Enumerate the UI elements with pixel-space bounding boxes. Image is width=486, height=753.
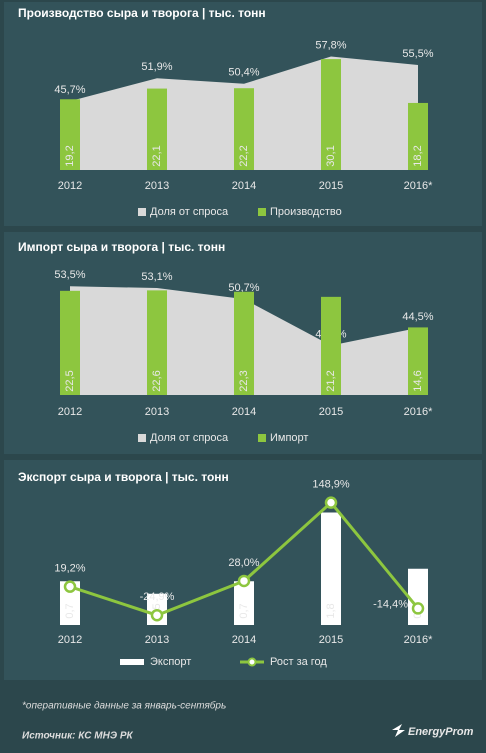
x-tick-label: 2016*	[404, 180, 433, 192]
legend-swatch	[138, 434, 146, 442]
share-label: 50,4%	[228, 67, 259, 79]
x-tick-label: 2012	[58, 634, 82, 646]
growth-point	[63, 580, 77, 593]
bar-label: 22,3	[238, 370, 250, 391]
x-tick-label: 2013	[145, 406, 169, 418]
x-tick-label: 2016*	[404, 634, 433, 646]
chart-title: Экспорт сыра и творога | тыс. тонн	[18, 470, 229, 484]
share-label: 50,7%	[228, 282, 259, 294]
bar	[321, 296, 341, 395]
bar-label: 30,1	[325, 145, 337, 166]
share-label: 55,5%	[402, 48, 433, 60]
bar-label: 0,7	[64, 603, 76, 618]
x-tick-label: 2015	[319, 406, 343, 418]
growth-point	[237, 574, 251, 588]
bar-label: 22,2	[238, 145, 250, 166]
bar	[234, 88, 254, 170]
bar-label: 1,8	[325, 603, 337, 618]
x-tick-label: 2014	[232, 634, 256, 646]
growth-point	[411, 602, 425, 615]
bar-label: 22,6	[151, 370, 163, 391]
x-tick-label: 2015	[319, 180, 343, 192]
legend-label: Доля от спроса	[150, 432, 229, 444]
bar	[147, 88, 167, 170]
bar-label: 18,2	[412, 145, 424, 166]
legend-label: Доля от спроса	[150, 206, 229, 218]
growth-point	[324, 496, 338, 509]
logo-icon	[392, 724, 405, 737]
bar	[234, 291, 254, 395]
x-tick-label: 2016*	[404, 406, 433, 418]
bar	[321, 59, 341, 170]
bar-label: 19,2	[64, 145, 76, 166]
bar-label: 22,1	[151, 145, 163, 166]
chart-title: Импорт сыра и творога | тыс. тонн	[18, 240, 225, 254]
bar	[60, 581, 80, 625]
bar	[60, 290, 80, 395]
bar	[408, 102, 428, 170]
x-tick-label: 2014	[232, 406, 256, 418]
share-label: 44,5%	[402, 311, 433, 323]
x-tick-label: 2015	[319, 634, 343, 646]
growth-label: 19,2%	[54, 563, 85, 575]
legend-label: Экспорт	[150, 656, 191, 668]
legend-label: Рост за год	[270, 656, 327, 668]
bar-label: 14,6	[412, 370, 424, 391]
x-tick-label: 2013	[145, 634, 169, 646]
share-label: 57,8%	[315, 39, 346, 51]
legend-swatch	[258, 208, 266, 216]
footnote: *оперативные данные за январь-сентябрь	[22, 700, 226, 712]
x-tick-label: 2012	[58, 406, 82, 418]
x-tick-label: 2012	[58, 180, 82, 192]
legend-label: Импорт	[270, 432, 308, 444]
legend-swatch	[258, 434, 266, 442]
bar	[321, 512, 341, 625]
share-label: 45,7%	[54, 84, 85, 96]
logo: EnergyProm	[408, 726, 474, 738]
growth-label: 148,9%	[312, 479, 350, 491]
bar-label: 22,5	[64, 370, 76, 391]
growth-point	[150, 608, 164, 622]
legend-swatch	[247, 657, 257, 667]
bar	[408, 327, 428, 395]
growth-label: -24,9%	[140, 591, 175, 603]
x-tick-label: 2013	[145, 180, 169, 192]
panel	[4, 460, 482, 680]
chart-title: Производство сыра и творога | тыс. тонн	[18, 6, 266, 20]
legend-label: Производство	[270, 206, 342, 218]
share-label: 51,9%	[141, 61, 172, 73]
growth-label: -14,4%	[373, 598, 408, 610]
bar-label: 21,2	[325, 370, 337, 391]
bar	[147, 290, 167, 395]
share-label: 53,5%	[54, 269, 85, 281]
bar-label: 0,7	[238, 603, 250, 618]
share-label: 53,1%	[141, 271, 172, 283]
source: Источник: КС МНЭ РК	[22, 731, 133, 742]
bar	[60, 99, 80, 170]
growth-label: 28,0%	[228, 557, 259, 569]
legend-swatch	[120, 659, 144, 665]
bar	[234, 581, 254, 625]
x-tick-label: 2014	[232, 180, 256, 192]
legend-swatch	[138, 208, 146, 216]
